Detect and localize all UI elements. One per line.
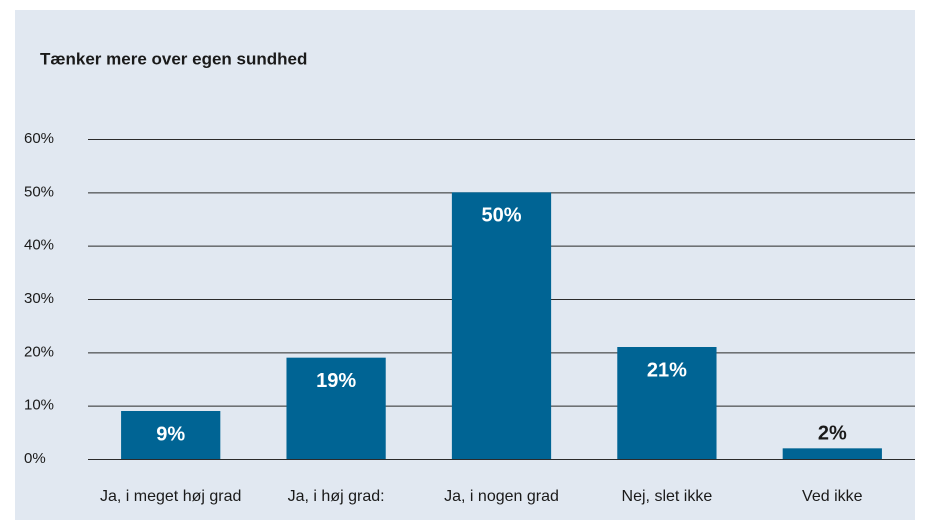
y-tick-label: 0% xyxy=(24,450,46,467)
x-tick-label: Nej, slet ikke xyxy=(622,488,713,505)
data-label: 9% xyxy=(156,423,185,445)
x-tick-label: Ja, i høj grad: xyxy=(288,488,385,505)
data-label: 50% xyxy=(481,205,521,227)
bar xyxy=(286,357,386,459)
x-tick-label: Ja, i nogen grad xyxy=(444,488,559,505)
bar xyxy=(782,448,882,459)
y-tick-label: 10% xyxy=(24,397,54,414)
y-tick-label: 30% xyxy=(24,290,54,307)
y-tick-label: 20% xyxy=(24,343,54,360)
bar xyxy=(617,347,717,459)
bar xyxy=(451,192,552,460)
data-label: 19% xyxy=(316,370,356,392)
x-tick-label: Ja, i meget høj grad xyxy=(100,488,241,505)
data-label: 21% xyxy=(647,359,687,381)
data-label: 2% xyxy=(818,423,847,445)
chart-title: Tænker mere over egen sundhed xyxy=(40,49,307,68)
x-tick-label: Ved ikke xyxy=(802,488,863,505)
y-tick-label: 50% xyxy=(24,183,54,200)
y-tick-label: 40% xyxy=(24,237,54,254)
y-tick-label: 60% xyxy=(24,130,54,147)
bar xyxy=(121,411,221,459)
